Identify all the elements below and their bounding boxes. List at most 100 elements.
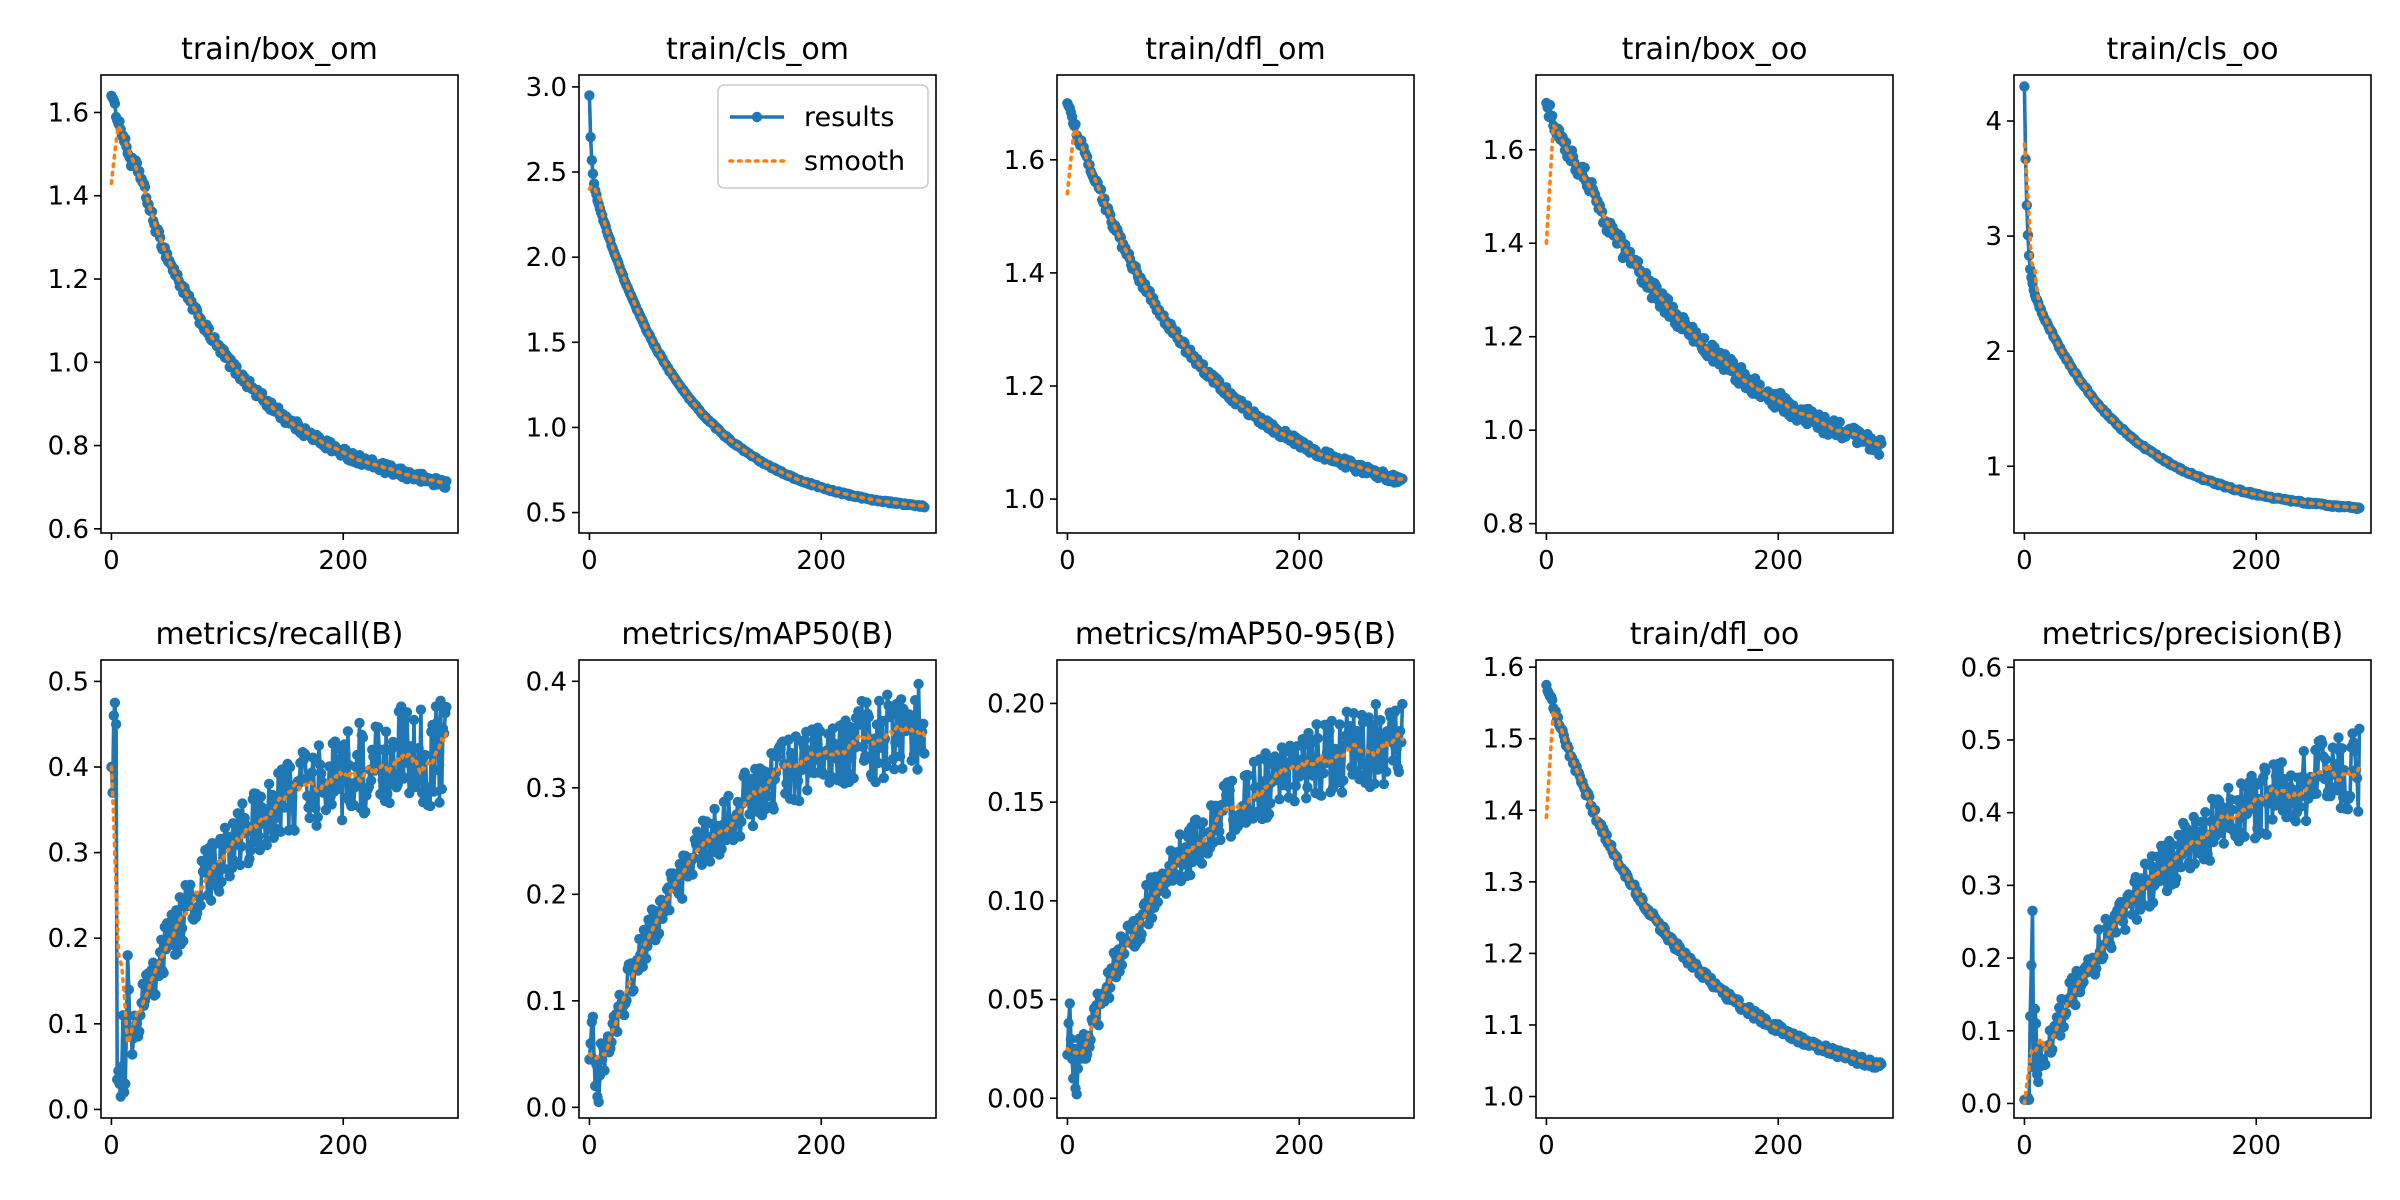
data-point [734,831,746,842]
data-point [1065,1033,1077,1045]
x-tick-label: 0 [1059,546,1076,576]
data-point [178,935,189,947]
data-point [324,761,335,772]
series-results-markers [1062,98,1408,488]
data-point [172,947,183,958]
data-point [894,751,906,762]
data-point [792,775,804,786]
data-point [372,722,384,733]
y-tick-label: 0.5 [48,667,89,697]
data-point [919,748,930,759]
data-point [134,1026,145,1037]
data-point [2171,873,2182,884]
data-point [1136,929,1147,940]
y-tick-label: 1.5 [526,328,567,358]
data-point [2033,1076,2044,1088]
data-point [1316,790,1327,801]
data-point [1579,162,1590,173]
data-point [2120,924,2131,935]
data-point [429,765,440,776]
data-point [2078,976,2089,988]
data-point [2070,999,2081,1011]
data-point [2054,1002,2065,1013]
data-point [882,689,893,700]
data-point [340,749,351,760]
data-point [1214,826,1225,837]
data-point [272,812,283,823]
series-smooth-line [587,184,927,508]
data-point [907,710,918,722]
data-point [299,748,311,760]
series-smooth-line [1065,124,1405,481]
y-tick-label: 0.15 [987,788,1045,818]
legend-marker-results [751,111,763,123]
subplot-train-dfl-oo: train/dfl_oo 1.0 1.1 1.2 1.3 1.4 1.5 1.6 0 200 [1483,617,1894,1161]
y-tick-label: 0.0 [1961,1089,2002,1119]
data-point [109,697,121,708]
data-point [709,803,720,815]
data-point [1197,817,1209,828]
data-point [1544,99,1556,111]
data-point [1393,766,1405,778]
data-point [739,767,750,778]
data-point [2204,855,2216,866]
data-point [1362,758,1373,770]
data-point [1170,868,1181,880]
plot-area [1541,97,1887,460]
data-point [116,1061,128,1072]
y-tick-label: 0.5 [1961,726,2002,756]
subplot-train-dfl-om: train/dfl_om 1.0 1.2 1.4 1.6 0 200 [1004,32,1415,576]
y-tick-label: 1.0 [526,413,567,443]
series-results-line [1544,684,1883,1070]
x-tick-label: 0 [1059,1131,1076,1161]
data-point [1197,359,1209,370]
axes-frame [100,659,459,1119]
data-point [383,778,394,789]
data-point [2040,1059,2051,1070]
y-tick-label: 0.1 [48,1010,89,1040]
y-tick-label: 1.4 [1483,229,1524,259]
legend-box [717,84,929,189]
data-point [326,799,337,810]
data-point [913,678,924,690]
data-point [205,895,217,906]
data-point [1338,775,1349,786]
y-tick-label: 0.05 [987,986,1045,1016]
data-point [1311,719,1322,730]
series-smooth-line [587,722,927,1061]
y-tick-label: 2.0 [526,243,567,273]
data-point [723,790,734,802]
y-tick-label: 3 [1985,222,2002,252]
data-point [585,1038,596,1049]
subplot-train-box-oo: train/box_oo 0.8 1.0 1.2 1.4 1.6 0 200 [1483,32,1894,576]
y-tick-label: 1.3 [1483,868,1524,898]
series-results-markers [1541,97,1887,460]
data-point [1312,733,1324,744]
y-tick-label: 1.4 [48,182,89,212]
data-point [872,757,884,769]
data-point [656,894,667,905]
y-tick-label: 1.6 [1483,136,1524,166]
data-point [401,707,413,718]
data-point [2055,1030,2066,1041]
legend-label-results: results [804,102,894,133]
y-tick-label: 1.2 [1483,323,1524,353]
y-tick-label: 0.1 [1961,1017,2002,1047]
subplot-title: train/dfl_om [1145,32,1325,67]
axes-frame [1056,659,1415,1119]
data-point [2189,858,2200,869]
x-tick-label: 0 [2016,546,2033,576]
x-tick-label: 200 [1274,546,1324,576]
data-point [584,90,595,101]
data-point [224,871,235,882]
data-point [2110,927,2122,938]
plot-area [2019,723,2365,1106]
data-point [1332,764,1343,775]
y-tick-label: 0.00 [987,1084,1045,1114]
y-tick-label: 3.0 [526,73,567,103]
data-point [1547,110,1558,122]
data-point [120,1078,131,1090]
data-point [436,783,447,795]
data-point [1071,1089,1082,1100]
